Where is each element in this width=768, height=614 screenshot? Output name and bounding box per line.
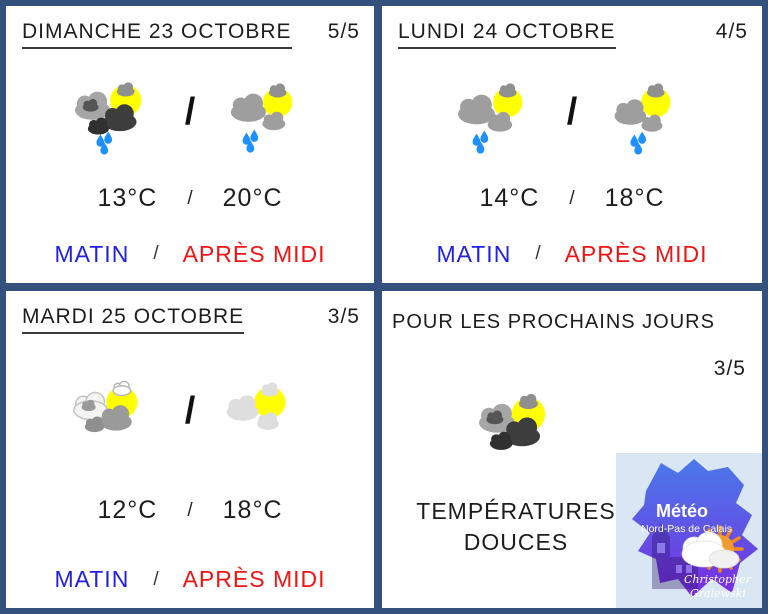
card-header: DIMANCHE 23 OCTOBRE 5/5 [22, 20, 360, 49]
afternoon-temp: 18°C [604, 184, 665, 213]
reliability-score: 4/5 [715, 20, 748, 43]
slash-separator: / [153, 568, 159, 590]
sun-bigcloud-rain-icon [443, 77, 551, 157]
church-silhouette [652, 523, 698, 589]
slash-separator: / [187, 187, 193, 209]
period-labels: MATIN / APRÈS MIDI [6, 241, 374, 268]
afternoon-temp: 18°C [222, 496, 283, 524]
card-lundi: LUNDI 24 OCTOBRE 4/5 / [382, 6, 762, 283]
period-labels: MATIN / APRÈS MIDI [382, 241, 762, 268]
slash-separator: / [569, 187, 575, 209]
day-title: LUNDI 24 OCTOBRE [398, 20, 616, 49]
morning-temp: 12°C [97, 496, 158, 524]
card-header: MARDI 25 OCTOBRE 3/5 [22, 305, 360, 334]
icons-row: / [6, 77, 374, 157]
reliability-score: 3/5 [713, 357, 746, 380]
meteo-nord-pas-de-calais-logo: Météo Nord-Pas de Calais Christopher Gra… [616, 453, 762, 608]
sun-cloud-rain-icon [593, 77, 701, 157]
logo-signature-line2: Gralewski [690, 587, 746, 600]
logo-cloud-icon [681, 531, 740, 569]
slash-separator: / [535, 243, 541, 265]
logo-region: Nord-Pas de Calais [641, 523, 732, 535]
icons-row: / [382, 77, 762, 157]
logo-signature-line1: Christopher [684, 573, 752, 586]
slash-separator: / [153, 243, 159, 265]
sun-darkclouds-icon [460, 387, 578, 473]
card-mardi: MARDI 25 OCTOBRE 3/5 / [6, 291, 374, 608]
matin-label: MATIN [54, 240, 130, 267]
sun-paleclouds-icon [211, 375, 319, 455]
morning-temp: 14°C [479, 184, 540, 213]
apres-midi-label: APRÈS MIDI [182, 566, 326, 592]
outlook-title: POUR LES PROCHAINS JOURS [392, 311, 715, 333]
slash-separator: / [184, 91, 196, 134]
afternoon-temp: 20°C [222, 184, 283, 213]
day-title: DIMANCHE 23 OCTOBRE [22, 20, 292, 49]
card-header: LUNDI 24 OCTOBRE 4/5 [398, 20, 748, 49]
outlook-summary: TEMPÉRATURES DOUCES [416, 498, 616, 556]
card-dimanche: DIMANCHE 23 OCTOBRE 5/5 / [6, 6, 374, 283]
temps-row: 14°C / 18°C [382, 184, 762, 213]
day-title: MARDI 25 OCTOBRE [22, 305, 245, 334]
sun-darkclouds-rain-icon [61, 77, 169, 157]
slash-separator: / [187, 499, 193, 521]
reliability-score: 5/5 [327, 20, 360, 43]
slash-separator: / [566, 91, 578, 134]
matin-label: MATIN [54, 566, 130, 592]
logo-brand: Météo [656, 501, 708, 521]
slash-separator: / [184, 389, 196, 432]
reliability-score: 3/5 [327, 305, 360, 328]
icons-row: / [6, 375, 374, 455]
card-outlook: POUR LES PROCHAINS JOURS 3/5 TEMPÉRATURE… [382, 291, 762, 608]
morning-temp: 13°C [97, 184, 158, 213]
apres-midi-label: APRÈS MIDI [182, 240, 326, 267]
period-labels: MATIN / APRÈS MIDI [6, 566, 374, 593]
sun-clouds-rain-icon [211, 77, 319, 157]
temps-row: 12°C / 18°C [6, 496, 374, 525]
matin-label: MATIN [436, 240, 512, 267]
sun-lightclouds-icon [61, 375, 169, 455]
temps-row: 13°C / 20°C [6, 184, 374, 213]
apres-midi-label: APRÈS MIDI [564, 240, 708, 267]
